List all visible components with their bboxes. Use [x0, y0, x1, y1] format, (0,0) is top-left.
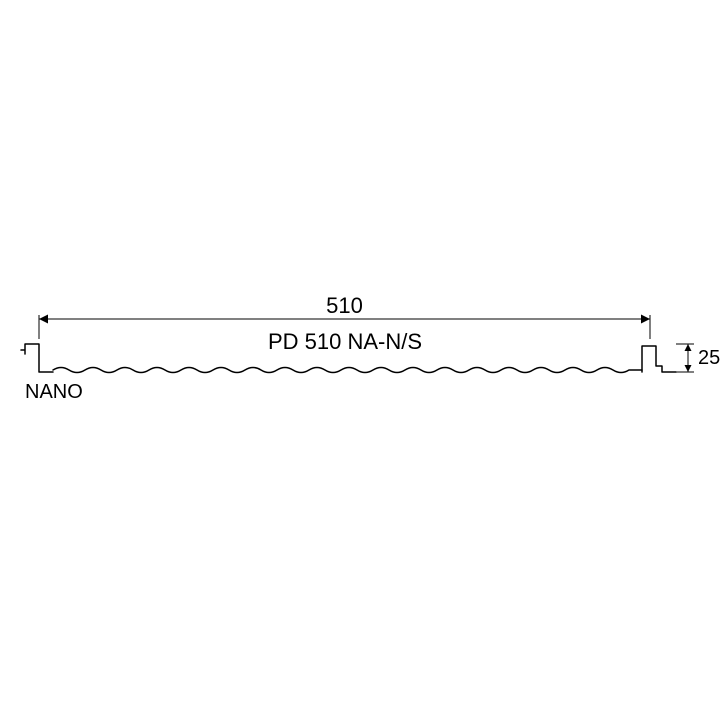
dim-width-arrow-left — [39, 315, 48, 324]
dim-width-arrow-right — [641, 315, 650, 324]
product-label: PD 510 NA-N/S — [268, 329, 422, 354]
nano-label: NANO — [25, 381, 83, 403]
dim-height-arrow-bottom — [685, 365, 692, 372]
profile-wave — [53, 368, 642, 373]
dim-width-value: 510 — [326, 293, 363, 318]
profile-left-seam — [21, 344, 53, 372]
profile-right-seam — [642, 346, 676, 372]
dim-height-arrow-top — [685, 344, 692, 351]
profile-diagram: 510 25 PD 510 NA-N/S NANO — [0, 0, 725, 725]
dim-height-value: 25 — [698, 347, 720, 369]
